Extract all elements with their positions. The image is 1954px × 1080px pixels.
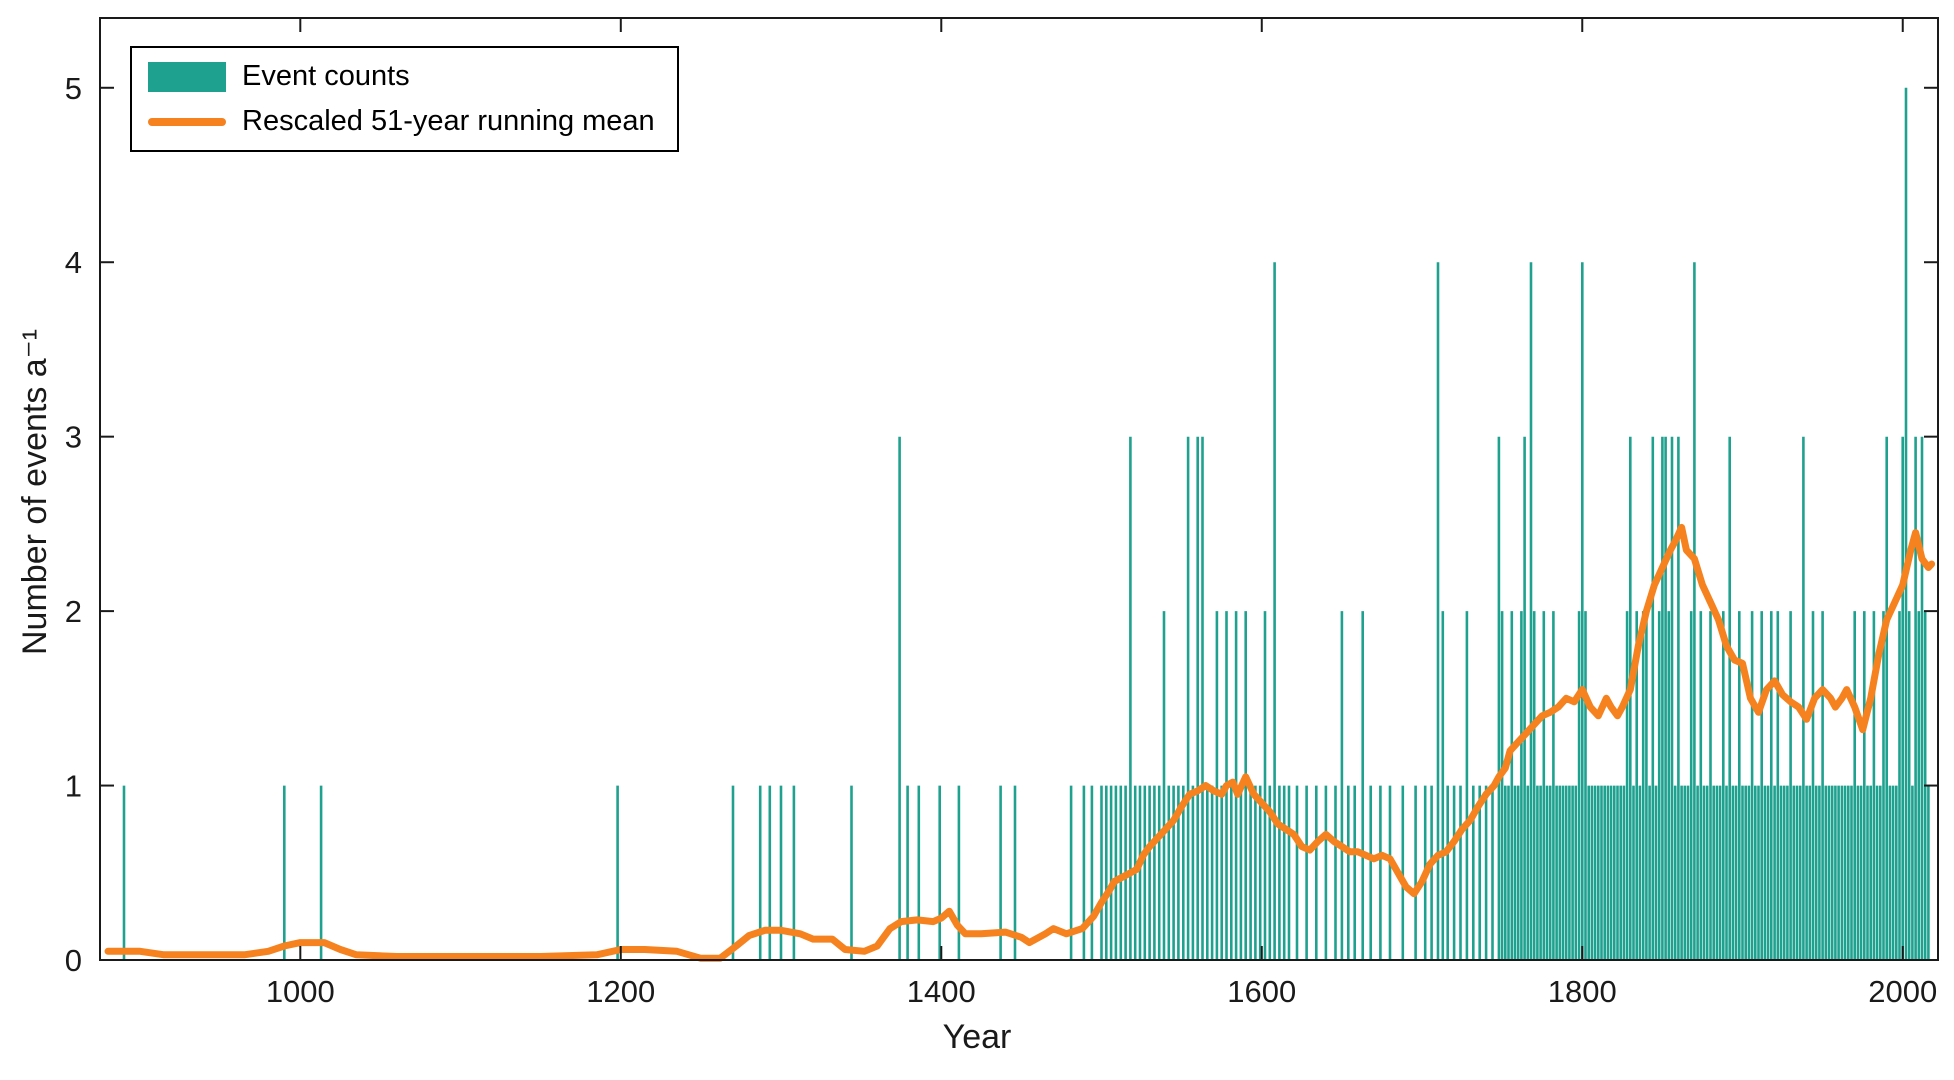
y-tick-label: 0	[65, 943, 82, 978]
x-tick-label: 2000	[1868, 974, 1937, 1009]
event-count-bars	[122, 87, 1930, 960]
x-tick-label: 1800	[1548, 974, 1617, 1009]
y-axis-label: Number of events a⁻¹	[16, 329, 54, 655]
running-mean-line	[104, 523, 1936, 962]
x-axis-label: Year	[942, 1018, 1012, 1056]
y-tick-label: 2	[65, 594, 82, 629]
y-tick-label: 1	[65, 769, 82, 804]
legend-swatch-event-counts	[148, 61, 226, 92]
x-tick-label: 1000	[266, 974, 335, 1009]
tick-labels: 1000 1200 1400 1600 1800 2000 0 1 2 3 4 5	[65, 71, 1937, 1009]
x-tick-label: 1400	[907, 974, 976, 1009]
plot-box	[99, 17, 1939, 961]
x-tick-label: 1200	[586, 974, 655, 1009]
legend-entry-running-mean: Rescaled 51-year running mean	[148, 105, 655, 138]
legend-label-event-counts: Event counts	[242, 60, 410, 92]
legend-label-running-mean: Rescaled 51-year running mean	[242, 105, 655, 137]
y-tick-label: 4	[65, 245, 82, 280]
axis-ticks	[100, 18, 1938, 961]
legend: Event counts Rescaled 51-year running me…	[130, 46, 679, 152]
y-tick-label: 5	[65, 71, 82, 106]
legend-swatch-running-mean	[148, 117, 226, 126]
x-tick-label: 1600	[1227, 974, 1296, 1009]
legend-entry-event-counts: Event counts	[148, 60, 655, 93]
y-tick-label: 3	[65, 420, 82, 455]
